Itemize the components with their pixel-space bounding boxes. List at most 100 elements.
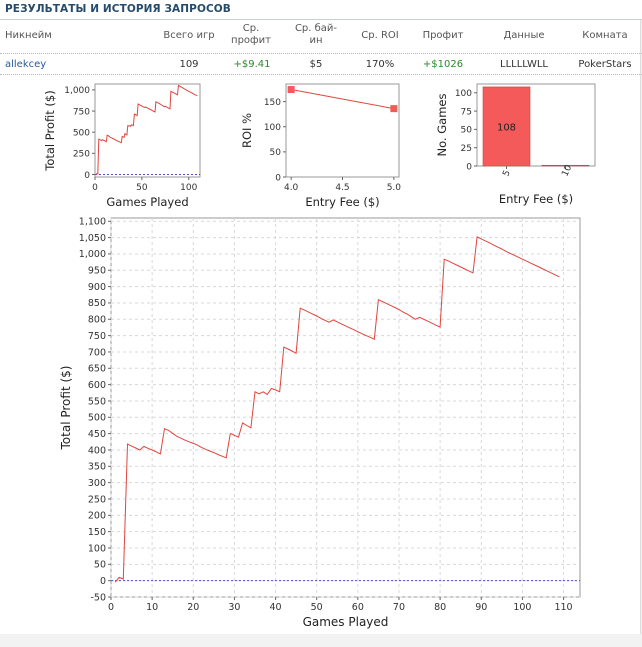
ytick-label-3-2: 50 (94, 560, 106, 571)
roi-point-0 (287, 86, 295, 94)
avg-roi-value: 170% (365, 59, 395, 70)
y-axis-label-1: ROI % (240, 113, 254, 148)
col-nickname: Никнейм (5, 30, 52, 41)
ytick-label-3-5: 200 (88, 511, 106, 522)
ytick-label-2-1: 25 (461, 144, 472, 154)
ytick-label-0-1: 250 (73, 150, 90, 160)
ytick-label-3-0: -50 (90, 592, 106, 603)
xtick-label-3-3: 30 (228, 602, 240, 613)
xtick-label-3-10: 100 (513, 602, 531, 613)
ytick-label-1-0: 0 (275, 173, 281, 183)
ytick-label-0-4: 1,000 (64, 86, 90, 96)
ytick-label-2-2: 50 (461, 126, 473, 136)
xtick-label-0-0: 0 (92, 183, 98, 193)
plot-area-1 (285, 83, 400, 178)
y-axis-label-2: No. Games (435, 94, 449, 157)
section-title: РЕЗУЛЬТАТЫ И ИСТОРИЯ ЗАПРОСОВ (5, 3, 231, 15)
ytick-label-3-3: 100 (88, 543, 106, 554)
col-data: Данные (503, 30, 545, 41)
xtick-label-3-0: 0 (108, 602, 114, 613)
data-value: LLLLLWLL (500, 59, 548, 70)
ytick-label-3-12: 550 (88, 396, 106, 407)
avg-profit-value: +$9.41 (233, 59, 271, 70)
plot-area-3 (110, 217, 581, 598)
ytick-label-3-17: 800 (88, 315, 106, 326)
xtick-label-0-1: 50 (136, 183, 148, 193)
avg-buyin-value: $5 (309, 59, 323, 70)
x-axis-label-2: Entry Fee ($) (499, 192, 573, 206)
ytick-label-1-2: 100 (264, 123, 281, 133)
table-row-divider (0, 74, 642, 75)
y-axis-label-0: Total Profit ($) (43, 90, 57, 171)
col-avg-roi: Ср. ROI (361, 30, 399, 41)
x-axis-label-1: Entry Fee ($) (305, 195, 379, 209)
ytick-label-2-0: 0 (466, 162, 472, 172)
col-avg-buyin-line2: ин (309, 35, 323, 46)
room-value: PokerStars (578, 59, 632, 70)
xtick-label-2-0: 5 (501, 169, 512, 178)
ytick-label-1-3: 150 (264, 98, 281, 108)
roi-trend-line (291, 89, 394, 110)
ytick-label-3-1: 0 (100, 576, 106, 587)
table-header-divider (0, 53, 642, 54)
ytick-label-3-9: 400 (88, 445, 106, 456)
ytick-label-3-6: 250 (88, 494, 106, 505)
col-room: Комната (582, 30, 628, 41)
col-profit: Профит (422, 30, 464, 41)
xtick-label-3-6: 60 (352, 602, 364, 613)
series-line-3 (114, 236, 560, 583)
ytick-label-3-4: 150 (88, 527, 106, 538)
ytick-label-3-7: 300 (88, 478, 106, 489)
ytick-label-3-8: 350 (88, 462, 106, 473)
xtick-label-1-1: 4.5 (335, 183, 349, 193)
roi-point-1 (390, 105, 398, 113)
profit-value: +$1026 (422, 59, 464, 70)
ytick-label-3-16: 750 (88, 331, 106, 342)
ytick-label-3-19: 900 (88, 282, 106, 293)
xtick-label-3-5: 50 (311, 602, 323, 613)
xtick-label-3-2: 20 (187, 602, 199, 613)
ytick-label-0-2: 500 (73, 128, 90, 138)
xtick-label-1-2: 5.0 (387, 183, 402, 193)
ytick-label-3-13: 600 (88, 380, 106, 391)
ytick-label-2-4: 100 (455, 89, 472, 99)
ytick-label-3-15: 700 (88, 347, 106, 358)
ytick-label-3-23: 1,100 (79, 217, 106, 228)
xtick-label-2-1: 10 (560, 163, 574, 178)
x-axis-label-0: Games Played (106, 195, 188, 209)
xtick-label-3-8: 80 (434, 602, 446, 613)
col-avg-profit: Ср. профит (226, 23, 276, 47)
ytick-label-3-20: 950 (88, 266, 106, 277)
ytick-label-3-22: 1,050 (79, 233, 106, 244)
xtick-label-1-0: 4.0 (284, 183, 299, 193)
col-avg-profit-line2: профит (231, 35, 271, 46)
plot-area-0 (94, 83, 201, 178)
xtick-label-3-9: 90 (475, 602, 487, 613)
ytick-label-3-11: 500 (88, 413, 106, 424)
xtick-label-0-2: 100 (180, 183, 197, 193)
ytick-label-3-14: 650 (88, 364, 106, 375)
series-line-0 (95, 84, 198, 176)
col-total-games: Всего игр (163, 30, 215, 41)
bar-label-5: 108 (497, 122, 516, 133)
ytick-label-0-0: 0 (84, 171, 90, 181)
ytick-label-3-18: 850 (88, 298, 106, 309)
ytick-label-3-10: 450 (88, 429, 106, 440)
ytick-label-1-1: 50 (270, 148, 282, 158)
section-header: РЕЗУЛЬТАТЫ И ИСТОРИЯ ЗАПРОСОВ (0, 0, 642, 20)
ytick-label-2-3: 75 (461, 107, 472, 117)
total-games-value: 109 (179, 59, 199, 70)
col-avg-buyin: Ср. бай- ин (286, 23, 346, 47)
y-axis-label-3: Total Profit ($) (59, 366, 73, 451)
nickname-link[interactable]: allekcey (5, 59, 47, 70)
xtick-label-3-11: 110 (554, 602, 572, 613)
ytick-label-0-3: 750 (73, 107, 90, 117)
col-avg-buyin-line1: Ср. бай- (294, 23, 338, 34)
x-axis-label-3: Games Played (303, 615, 389, 629)
xtick-label-3-1: 10 (146, 602, 158, 613)
xtick-label-3-4: 40 (270, 602, 282, 613)
ytick-label-3-21: 1,000 (79, 249, 106, 260)
bar-5 (482, 86, 531, 167)
xtick-label-3-7: 70 (393, 602, 405, 613)
